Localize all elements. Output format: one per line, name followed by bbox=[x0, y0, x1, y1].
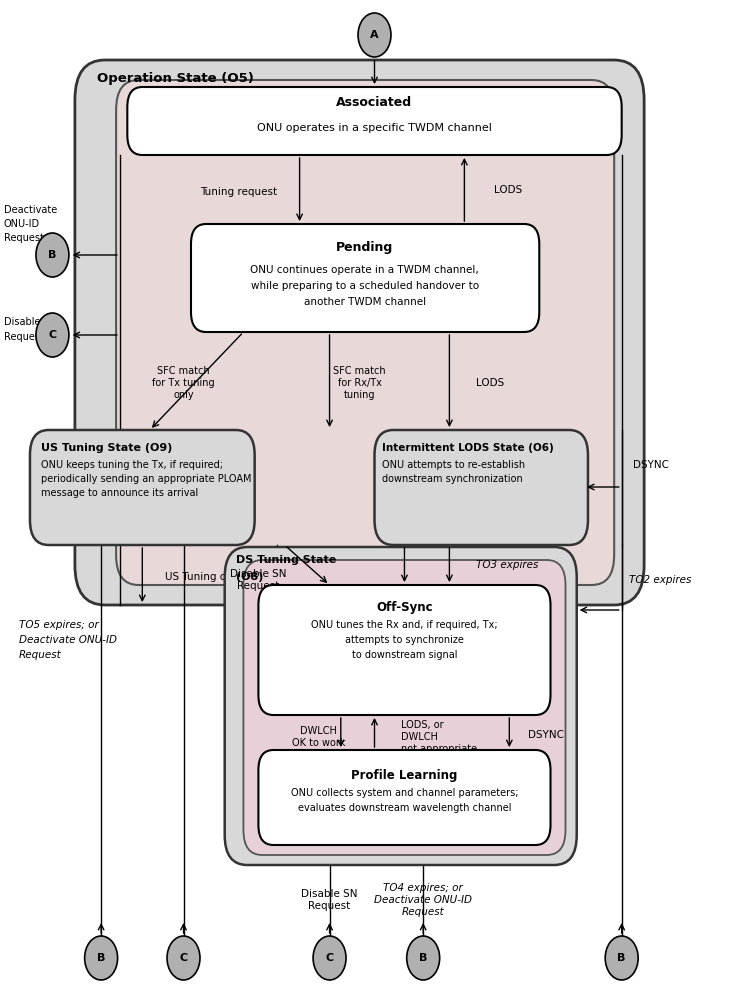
Text: Tuning request: Tuning request bbox=[200, 187, 277, 197]
Text: DWLCH
OK to work: DWLCH OK to work bbox=[291, 726, 345, 748]
Text: Disable SN
Request: Disable SN Request bbox=[230, 569, 287, 591]
FancyBboxPatch shape bbox=[243, 560, 565, 855]
Text: Profile Learning: Profile Learning bbox=[351, 770, 458, 782]
FancyBboxPatch shape bbox=[75, 60, 644, 605]
Text: ONU keeps tuning the Tx, if required;: ONU keeps tuning the Tx, if required; bbox=[41, 460, 223, 470]
Text: while preparing to a scheduled handover to: while preparing to a scheduled handover … bbox=[251, 281, 479, 291]
Circle shape bbox=[407, 936, 440, 980]
Text: message to announce its arrival: message to announce its arrival bbox=[41, 488, 198, 498]
Text: TO3 expires: TO3 expires bbox=[476, 560, 538, 570]
Text: B: B bbox=[48, 250, 57, 260]
Text: ONU operates in a specific TWDM channel: ONU operates in a specific TWDM channel bbox=[257, 123, 492, 133]
Text: ONU collects system and channel parameters;: ONU collects system and channel paramete… bbox=[291, 788, 518, 798]
Text: Off-Sync: Off-Sync bbox=[376, 600, 433, 613]
Text: DS Tuning State: DS Tuning State bbox=[236, 555, 336, 565]
Text: (O8): (O8) bbox=[236, 572, 264, 582]
Text: DSYNC: DSYNC bbox=[528, 730, 564, 740]
Text: Deactivate ONU-ID: Deactivate ONU-ID bbox=[19, 635, 117, 645]
Text: ONU tunes the Rx and, if required, Tx;: ONU tunes the Rx and, if required, Tx; bbox=[311, 620, 498, 630]
FancyBboxPatch shape bbox=[30, 430, 255, 545]
Text: B: B bbox=[617, 953, 626, 963]
Text: US Tuning State (O9): US Tuning State (O9) bbox=[41, 443, 172, 453]
Text: downstream synchronization: downstream synchronization bbox=[382, 474, 523, 484]
Text: ONU continues operate in a TWDM channel,: ONU continues operate in a TWDM channel, bbox=[250, 265, 479, 275]
Text: to downstream signal: to downstream signal bbox=[352, 650, 457, 660]
Text: TO2 expires: TO2 expires bbox=[629, 575, 691, 585]
FancyBboxPatch shape bbox=[258, 750, 551, 845]
Text: SFC match
for Tx tuning
only: SFC match for Tx tuning only bbox=[152, 366, 215, 400]
Text: LODS: LODS bbox=[494, 185, 523, 195]
Text: evaluates downstream wavelength channel: evaluates downstream wavelength channel bbox=[297, 803, 512, 813]
Text: C: C bbox=[49, 330, 56, 340]
Text: Disable SN: Disable SN bbox=[4, 317, 57, 327]
Circle shape bbox=[313, 936, 346, 980]
Circle shape bbox=[358, 13, 391, 57]
Circle shape bbox=[36, 313, 69, 357]
Text: C: C bbox=[326, 953, 333, 963]
Text: LODS: LODS bbox=[476, 378, 504, 388]
Text: Disable SN
Request: Disable SN Request bbox=[301, 889, 358, 911]
Text: ONU-ID: ONU-ID bbox=[4, 219, 40, 229]
Text: A: A bbox=[370, 30, 379, 40]
Text: Operation State (O5): Operation State (O5) bbox=[97, 72, 254, 85]
Text: US Tuning confirm: US Tuning confirm bbox=[165, 572, 259, 582]
Text: Request: Request bbox=[19, 650, 61, 660]
Text: TO4 expires; or
Deactivate ONU-ID
Request: TO4 expires; or Deactivate ONU-ID Reques… bbox=[374, 883, 472, 917]
Circle shape bbox=[167, 936, 200, 980]
FancyBboxPatch shape bbox=[225, 547, 577, 865]
Text: periodically sending an appropriate PLOAM: periodically sending an appropriate PLOA… bbox=[41, 474, 252, 484]
Text: Intermittent LODS State (O6): Intermittent LODS State (O6) bbox=[382, 443, 554, 453]
Text: Pending: Pending bbox=[336, 241, 393, 254]
Text: attempts to synchronize: attempts to synchronize bbox=[345, 635, 464, 645]
Circle shape bbox=[85, 936, 118, 980]
Text: Request: Request bbox=[4, 233, 43, 243]
Circle shape bbox=[605, 936, 638, 980]
Text: B: B bbox=[419, 953, 428, 963]
Text: ONU attempts to re-establish: ONU attempts to re-establish bbox=[382, 460, 525, 470]
Text: Request: Request bbox=[4, 332, 43, 342]
FancyBboxPatch shape bbox=[116, 80, 614, 585]
Text: DSYNC: DSYNC bbox=[633, 460, 669, 470]
Text: B: B bbox=[97, 953, 106, 963]
Text: LODS, or
DWLCH
not appropriate: LODS, or DWLCH not appropriate bbox=[401, 720, 477, 754]
Circle shape bbox=[36, 233, 69, 277]
Text: another TWDM channel: another TWDM channel bbox=[303, 297, 426, 307]
Text: TO5 expires; or: TO5 expires; or bbox=[19, 620, 98, 630]
Text: Deactivate: Deactivate bbox=[4, 205, 57, 215]
FancyBboxPatch shape bbox=[127, 87, 622, 155]
FancyBboxPatch shape bbox=[374, 430, 588, 545]
Text: C: C bbox=[180, 953, 187, 963]
FancyBboxPatch shape bbox=[191, 224, 539, 332]
FancyBboxPatch shape bbox=[258, 585, 551, 715]
Text: SFC match
for Rx/Tx
tuning: SFC match for Rx/Tx tuning bbox=[333, 366, 386, 400]
Text: Associated: Associated bbox=[336, 97, 413, 109]
